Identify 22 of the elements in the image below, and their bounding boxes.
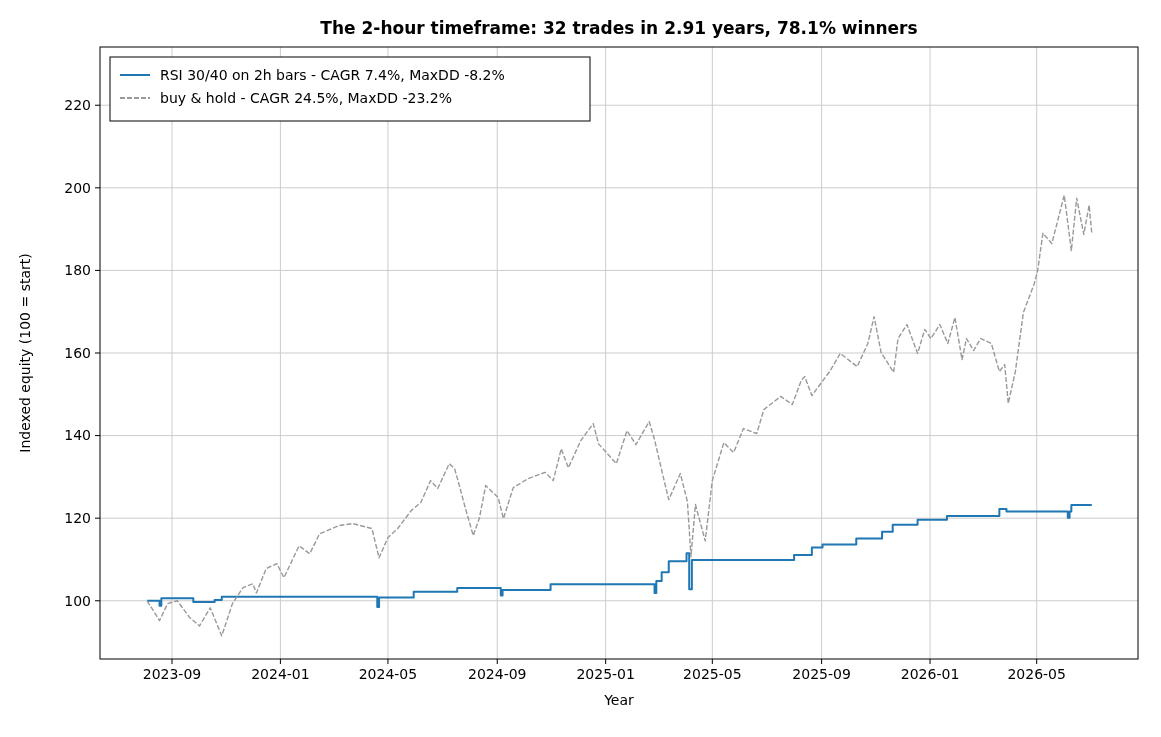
x-tick-label: 2025-09 [792,666,851,682]
y-axis-title: Indexed equity (100 = start) [17,253,33,453]
x-tick-label: 2024-01 [251,666,310,682]
y-tick-label: 220 [64,97,91,114]
x-tick-label: 2024-09 [468,666,527,682]
y-tick-label: 140 [64,427,91,444]
line-series [146,194,1093,637]
x-tick-label: 2025-01 [576,666,635,682]
x-tick-label: 2024-05 [358,666,418,682]
y-tick-label: 180 [64,262,91,279]
y-tick-label: 160 [64,344,91,361]
x-tick-label: 2026-05 [1007,666,1066,682]
x-axis-title: Year [603,692,635,708]
x-tick-label: 2026-01 [900,666,960,682]
legend-label: RSI 30/40 on 2h bars - CAGR 7.4%, MaxDD -8.2% [160,66,505,83]
x-tick-label: 2025-05 [683,666,742,682]
y-tick-label: 200 [64,179,91,196]
legend-label: buy & hold - CAGR 24.5%, MaxDD -23.2% [160,89,453,106]
y-tick-label: 120 [64,510,91,527]
chart-title: The 2-hour timeframe: 32 trades in 2.91 years, 78.1% winners [320,18,918,38]
x-tick-label: 2023-09 [142,666,202,682]
y-tick-label: 100 [64,592,91,609]
